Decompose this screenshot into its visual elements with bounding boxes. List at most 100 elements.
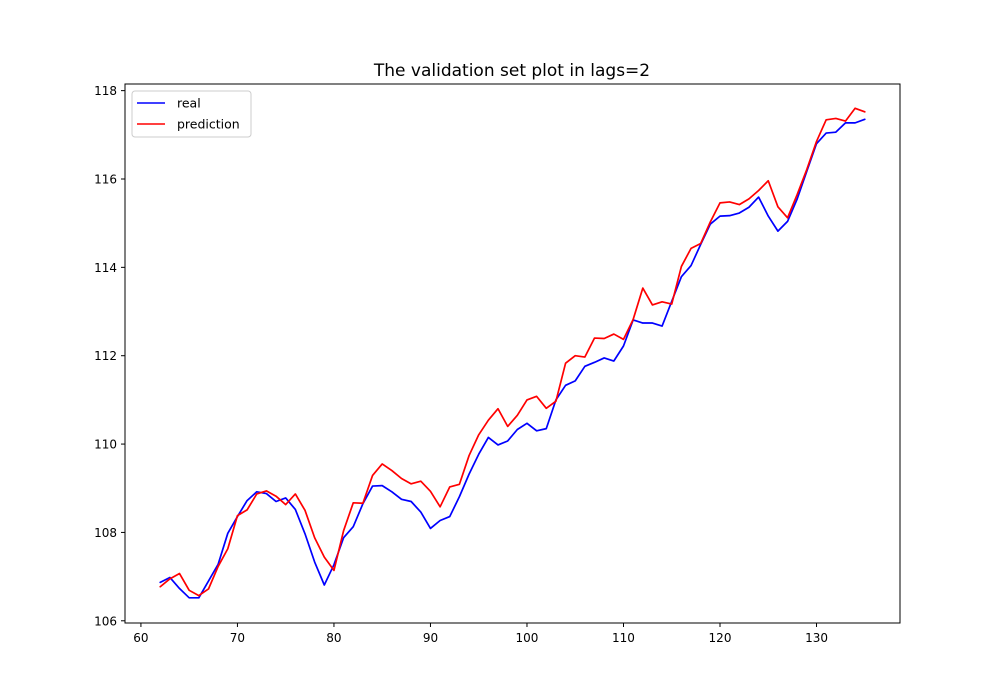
series-line-real	[159, 118, 866, 599]
data-point-prediction	[391, 470, 392, 471]
data-point-real	[382, 485, 383, 486]
data-point-real	[536, 430, 537, 431]
x-axis: 60 70 80 90 100 110 120 130	[133, 623, 828, 645]
data-point-prediction	[661, 301, 662, 302]
data-point-prediction	[314, 537, 315, 538]
y-tick-label: 108	[94, 526, 117, 540]
data-point-real	[575, 380, 576, 381]
data-point-real	[565, 385, 566, 386]
series-line-prediction	[159, 107, 866, 597]
data-point-prediction	[546, 408, 547, 409]
y-tick-label: 114	[94, 261, 117, 275]
data-point-prediction	[797, 194, 798, 195]
data-point-prediction	[295, 493, 296, 494]
data-point-real	[748, 207, 749, 208]
data-point-prediction	[594, 337, 595, 338]
x-tick-label: 100	[516, 631, 539, 645]
data-point-prediction	[700, 243, 701, 244]
data-point-real	[739, 212, 740, 213]
data-point-real	[777, 231, 778, 232]
data-point-prediction	[835, 118, 836, 119]
data-point-prediction	[555, 401, 556, 402]
plot-area-frame	[124, 83, 901, 624]
data-point-real	[401, 499, 402, 500]
series-layer	[159, 107, 866, 599]
data-point-real	[835, 132, 836, 133]
data-point-real	[324, 584, 325, 585]
data-point-prediction	[739, 204, 740, 205]
data-point-prediction	[179, 573, 180, 574]
data-point-prediction	[285, 504, 286, 505]
data-point-prediction	[440, 506, 441, 507]
x-tick-label: 120	[709, 631, 732, 645]
data-point-prediction	[198, 595, 199, 596]
data-point-real	[208, 580, 209, 581]
data-point-real	[295, 509, 296, 510]
data-point-prediction	[333, 570, 334, 571]
data-point-real	[266, 493, 267, 494]
data-point-real	[604, 357, 605, 358]
y-tick-label: 116	[94, 172, 117, 186]
data-point-prediction	[777, 206, 778, 207]
data-point-prediction	[362, 503, 363, 504]
data-point-prediction	[768, 180, 769, 181]
data-point-real	[497, 444, 498, 445]
y-tick-label: 118	[94, 84, 117, 98]
data-point-real	[179, 588, 180, 589]
data-point-real	[304, 533, 305, 534]
data-point-prediction	[488, 420, 489, 421]
data-point-real	[391, 491, 392, 492]
y-tick-label: 106	[94, 614, 117, 628]
data-point-real	[227, 533, 228, 534]
chart-title: The validation set plot in lags=2	[373, 61, 650, 81]
data-point-real	[420, 512, 421, 513]
data-point-real	[256, 491, 257, 492]
data-point-real	[246, 500, 247, 501]
data-point-prediction	[816, 141, 817, 142]
data-point-real	[468, 474, 469, 475]
data-point-prediction	[343, 530, 344, 531]
data-point-real	[845, 122, 846, 123]
data-point-real	[787, 221, 788, 222]
data-point-prediction	[710, 221, 711, 222]
data-point-real	[449, 516, 450, 517]
data-point-prediction	[189, 590, 190, 591]
y-tick-label: 112	[94, 349, 117, 363]
data-point-prediction	[246, 509, 247, 510]
data-point-real	[343, 537, 344, 538]
data-point-prediction	[411, 483, 412, 484]
data-point-prediction	[382, 463, 383, 464]
data-point-real	[353, 526, 354, 527]
data-point-prediction	[353, 502, 354, 503]
data-point-real	[661, 326, 662, 327]
data-point-prediction	[372, 475, 373, 476]
data-point-prediction	[787, 217, 788, 218]
data-point-prediction	[719, 202, 720, 203]
data-point-prediction	[613, 333, 614, 334]
legend: real prediction	[131, 90, 252, 138]
data-point-prediction	[864, 111, 865, 112]
data-point-real	[430, 528, 431, 529]
data-point-real	[642, 322, 643, 323]
data-point-prediction	[652, 304, 653, 305]
data-point-prediction	[604, 338, 605, 339]
data-point-real	[613, 360, 614, 361]
data-point-prediction	[826, 119, 827, 120]
legend-label-prediction: prediction	[177, 117, 240, 132]
data-point-real	[411, 501, 412, 502]
data-point-prediction	[208, 588, 209, 589]
data-point-prediction	[401, 478, 402, 479]
x-tick-label: 80	[326, 631, 341, 645]
data-point-prediction	[430, 491, 431, 492]
data-point-real	[729, 215, 730, 216]
data-point-prediction	[681, 266, 682, 267]
data-point-real	[314, 561, 315, 562]
data-point-real	[546, 428, 547, 429]
data-point-prediction	[160, 586, 161, 587]
data-point-prediction	[845, 121, 846, 122]
data-point-real	[198, 597, 199, 598]
data-point-real	[855, 122, 856, 123]
x-tick-label: 90	[423, 631, 438, 645]
